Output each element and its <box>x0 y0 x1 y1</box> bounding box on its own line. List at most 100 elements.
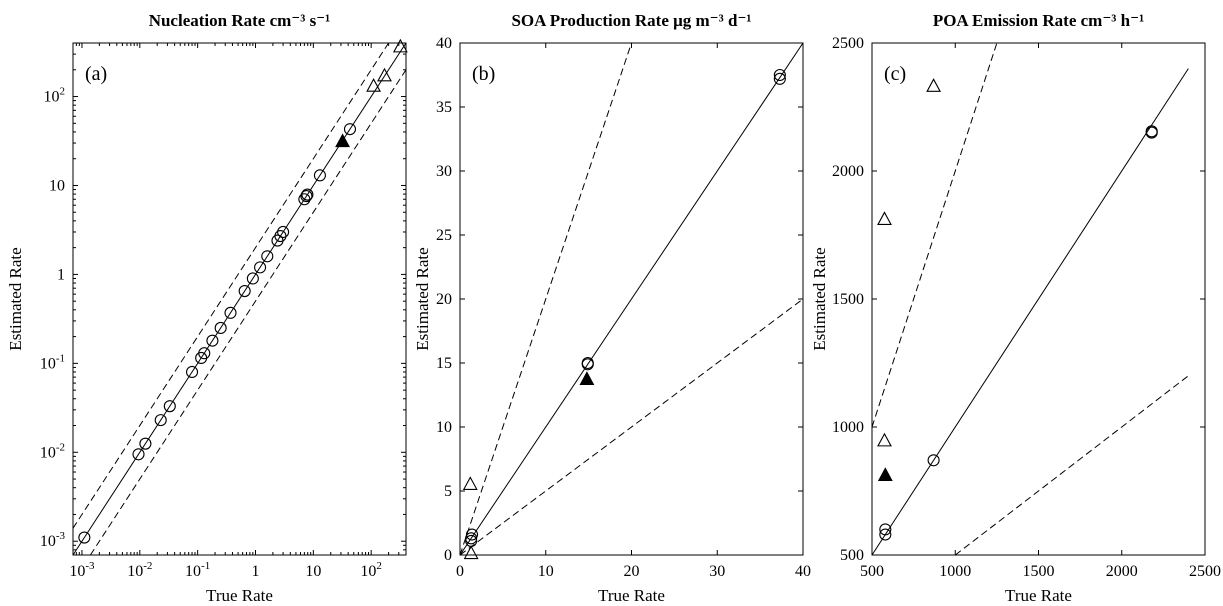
chart-title: Nucleation Rate cm⁻³ s⁻¹ <box>149 11 331 30</box>
x-tick-label: 1500 <box>1023 563 1055 580</box>
data-point-triangle <box>377 67 392 82</box>
y-tick-label-exp: 2 <box>60 86 66 98</box>
y-tick-label: 102 <box>44 86 66 106</box>
factor-bound-line-1 <box>73 43 390 529</box>
data-point-triangle <box>463 545 479 560</box>
y-tick-label: 1000 <box>832 419 864 436</box>
y-tick-label: 40 <box>436 35 452 52</box>
x-tick-label: 1 <box>251 563 259 580</box>
y-tick-label: 500 <box>840 547 864 564</box>
y-tick-label-base: 1 <box>57 266 65 283</box>
data-point-circle <box>343 123 357 136</box>
y-tick-label-base: 10 <box>40 355 56 372</box>
data-point-triangle <box>926 78 942 92</box>
x-axis-label: True Rate <box>206 586 273 605</box>
panel-label: (b) <box>472 63 495 85</box>
panel-b: 0 10 20 30 40 0 5 10 15 20 25 30 35 40 SOA Production … <box>413 11 811 605</box>
x-tick-label-base: 10 <box>127 563 143 580</box>
data-point-circle <box>224 306 237 319</box>
x-tick-label: 10 <box>538 563 554 580</box>
y-tick-label: 25 <box>436 227 452 244</box>
one-to-one-line <box>872 68 1189 555</box>
y-axis-label: Estimated Rate <box>810 247 829 350</box>
data-point-circle <box>132 448 145 461</box>
x-tick-label-base: 30 <box>709 563 725 580</box>
data-point-circle <box>206 334 219 347</box>
x-tick-label-base: 0 <box>456 563 464 580</box>
x-tick-label-exp: -3 <box>85 560 95 572</box>
data-point-circle <box>313 169 326 182</box>
y-tick-label-base: 10 <box>40 533 56 550</box>
panel-c: 500 1000 1500 2000 2500 500 1000 1500 2000 2500 PO… <box>810 11 1221 605</box>
y-tick-label-base: 1500 <box>832 291 864 308</box>
x-tick-label-base: 1 <box>251 563 259 580</box>
data-point-circle <box>465 534 478 547</box>
x-tick-label: 10-2 <box>127 560 152 580</box>
x-tick-label-exp: 2 <box>376 560 382 572</box>
x-tick-label: 40 <box>795 563 811 580</box>
x-tick-label-exp: -2 <box>143 560 152 572</box>
y-tick-label-base: 500 <box>840 547 864 564</box>
y-tick-label-base: 0 <box>444 547 452 564</box>
ticks: 500 1000 1500 2000 2500 500 1000 1500 2000 2500 <box>832 35 1221 580</box>
y-tick-label-base: 1000 <box>832 419 864 436</box>
x-tick-label: 1000 <box>939 563 971 580</box>
markers <box>78 38 408 544</box>
x-axis-label: True Rate <box>1005 586 1072 605</box>
one-to-one-line <box>460 43 803 555</box>
y-tick-label: 5 <box>444 483 452 500</box>
y-tick-label-base: 10 <box>40 444 56 461</box>
y-axis-label: Estimated Rate <box>413 247 432 350</box>
x-tick-label-base: 1500 <box>1023 563 1055 580</box>
data-point-circle <box>773 68 786 82</box>
data-point-triangle <box>366 78 381 92</box>
y-tick-label: 1 <box>57 266 65 283</box>
data-point-circle <box>78 531 91 544</box>
data-point-circle <box>301 188 314 201</box>
y-tick-label-base: 25 <box>436 227 452 244</box>
data-point-circle <box>214 321 227 335</box>
data-point-circle <box>465 528 479 541</box>
y-tick-label-exp: -1 <box>56 352 65 364</box>
panel-a: 10-3 10-2 10-1 1 10 10210-310-210-1110102Nucl… <box>6 11 408 605</box>
markers <box>877 78 1158 541</box>
x-tick-label-exp: -1 <box>201 560 210 572</box>
data-point-circle <box>581 358 594 371</box>
data-point-circle <box>1145 125 1158 138</box>
y-tick-label-base: 40 <box>436 35 452 52</box>
data-point-circle <box>163 400 176 413</box>
data-point-circle <box>277 225 290 239</box>
factor-bound-line-2 <box>89 69 406 555</box>
x-tick-label-base: 2000 <box>1106 563 1138 580</box>
x-tick-label-base: 10 <box>538 563 554 580</box>
y-tick-label: 10-2 <box>40 441 65 461</box>
y-tick-label: 1500 <box>832 291 864 308</box>
y-tick-label-base: 15 <box>436 355 452 372</box>
factor-bound-line-1 <box>872 43 998 428</box>
x-tick-label: 0 <box>456 563 464 580</box>
data-point-triangle <box>462 476 478 490</box>
y-tick-label: 2500 <box>832 35 864 52</box>
data-point-triangle-filled <box>335 133 350 148</box>
data-point-circle <box>185 365 199 379</box>
x-tick-label-base: 40 <box>795 563 811 580</box>
data-point-circle <box>198 347 211 360</box>
y-tick-label: 0 <box>444 547 452 564</box>
data-point-circle <box>139 437 152 450</box>
y-tick-label-base: 5 <box>444 483 452 500</box>
x-tick-label: 102 <box>360 560 382 580</box>
y-tick-label: 10 <box>436 419 452 436</box>
y-tick-label-exp: -2 <box>56 441 65 453</box>
x-tick-label: 10-1 <box>185 560 210 580</box>
data-point-circle <box>879 523 892 536</box>
y-tick-label: 20 <box>436 291 452 308</box>
y-tick-label-base: 2000 <box>832 163 864 180</box>
y-axis-label: Estimated Rate <box>6 247 25 350</box>
x-tick-label-base: 10 <box>185 563 201 580</box>
data-point-circle <box>927 454 940 467</box>
factor-bound-line-2 <box>460 298 803 555</box>
y-tick-label: 35 <box>436 99 452 116</box>
data-point-circle <box>238 285 251 298</box>
